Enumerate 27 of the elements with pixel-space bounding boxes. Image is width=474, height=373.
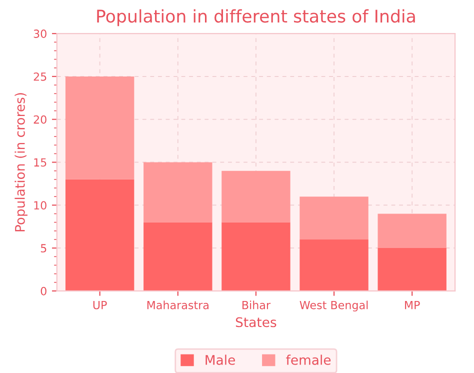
y-tick-label: 5	[40, 244, 46, 252]
bar	[378, 214, 446, 248]
x-tick-label: West Bengal	[300, 300, 368, 312]
bar	[65, 76, 134, 180]
chart-title: Population in different states of India	[97, 9, 415, 26]
bar	[300, 239, 368, 291]
x-tick-label: MP	[405, 301, 420, 310]
x-tick-label: Maharastra	[147, 300, 208, 310]
bar	[144, 162, 212, 222]
y-axis-title: Population (in crores)	[14, 93, 28, 232]
bar	[300, 196, 368, 240]
bar	[65, 179, 134, 291]
y-tick-label: 15	[34, 158, 46, 167]
y-tick-label: 30	[34, 30, 46, 38]
y-tick-label: 20	[34, 115, 46, 124]
legend-label: female	[286, 354, 331, 365]
x-axis-title: States	[236, 317, 276, 328]
bar	[222, 222, 290, 291]
legend-label: Male	[206, 354, 235, 365]
x-tick-label: Bihar	[242, 300, 271, 310]
bar	[378, 248, 446, 291]
y-tick-label: 10	[34, 201, 46, 210]
bar	[144, 222, 212, 291]
y-tick-label: 0	[40, 286, 46, 296]
bar	[222, 170, 290, 222]
x-tick-label: UP	[93, 301, 107, 310]
y-tick-label: 25	[34, 72, 46, 81]
